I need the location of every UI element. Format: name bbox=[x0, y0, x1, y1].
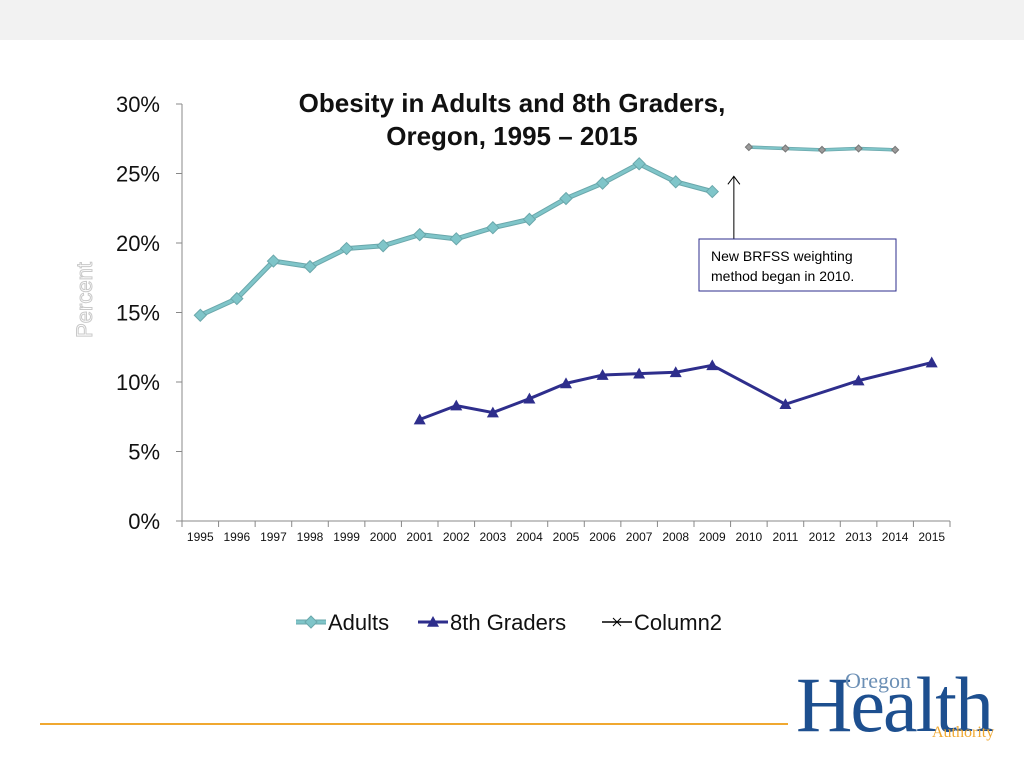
8th-graders-point bbox=[486, 406, 499, 418]
bottom-rule bbox=[40, 723, 788, 725]
chart-title-line2: Oregon, 1995 – 2015 bbox=[386, 121, 637, 151]
x-tick-label: 2000 bbox=[370, 530, 397, 544]
8th-graders-point bbox=[669, 366, 682, 378]
legend-label: Adults bbox=[328, 610, 389, 635]
top-band bbox=[0, 0, 1024, 40]
8th-graders-point bbox=[706, 359, 719, 371]
x-tick-label: 2010 bbox=[736, 530, 763, 544]
8th-graders-point bbox=[596, 369, 609, 380]
x-tick-label: 2004 bbox=[516, 530, 543, 544]
adults-point bbox=[595, 176, 610, 190]
adults-point bbox=[376, 239, 390, 253]
legend-item-adults: Adults bbox=[296, 610, 389, 635]
y-tick-label: 20% bbox=[116, 231, 160, 256]
x-tick-label: 2001 bbox=[406, 530, 433, 544]
annotation-arrowhead bbox=[727, 175, 741, 185]
adults-point bbox=[193, 308, 207, 322]
chart-title: Obesity in Adults and 8th Graders, Orego… bbox=[299, 88, 726, 151]
y-tick-label: 30% bbox=[116, 92, 160, 117]
adults-point bbox=[781, 144, 790, 153]
legend-item-8th-graders: 8th Graders bbox=[418, 610, 566, 635]
y-tick-label: 25% bbox=[116, 162, 160, 187]
x-tick-label: 1998 bbox=[297, 530, 324, 544]
x-tick-label: 2009 bbox=[699, 530, 726, 544]
logo-oregon-word: Oregon bbox=[845, 668, 911, 693]
x-tick-label: 2007 bbox=[626, 530, 653, 544]
y-axis-label: Percent bbox=[72, 262, 97, 338]
legend-item-column2: Column2 bbox=[602, 610, 722, 635]
adults-point bbox=[854, 144, 863, 153]
adults-point bbox=[817, 145, 827, 155]
x-tick-label: 1996 bbox=[224, 530, 251, 544]
adults-point bbox=[303, 259, 317, 274]
legend: Adults 8th Graders Column2 bbox=[296, 610, 722, 635]
y-tick-label: 0% bbox=[128, 509, 160, 534]
adults-point bbox=[632, 157, 646, 171]
8th-graders-point bbox=[779, 398, 792, 410]
8th-graders-point bbox=[633, 367, 646, 379]
adults-point bbox=[230, 291, 244, 306]
series-layer bbox=[193, 142, 938, 425]
adults-point bbox=[669, 175, 683, 189]
oregon-health-authority-logo: Health Oregon Authority bbox=[796, 661, 1006, 748]
annotation-text-line2: method began in 2010. bbox=[711, 268, 854, 284]
adults-point bbox=[890, 145, 900, 155]
8th-graders-point bbox=[413, 413, 426, 425]
adults-point bbox=[522, 212, 537, 227]
adults-point bbox=[266, 254, 281, 268]
annotation: New BRFSS weighting method began in 2010… bbox=[698, 175, 897, 292]
x-tick-label: 2012 bbox=[809, 530, 836, 544]
x-tick-label: 2013 bbox=[845, 530, 872, 544]
adults-point bbox=[339, 241, 354, 256]
y-tick-label: 15% bbox=[116, 301, 160, 326]
8th-graders-point bbox=[560, 377, 572, 389]
x-tick-label: 2014 bbox=[882, 530, 909, 544]
obesity-line-chart: Obesity in Adults and 8th Graders, Orego… bbox=[72, 88, 951, 635]
legend-label: 8th Graders bbox=[450, 610, 566, 635]
legend-swatch-marker bbox=[427, 616, 439, 627]
x-tick-label: 2003 bbox=[480, 530, 507, 544]
y-tick-label: 5% bbox=[128, 440, 160, 465]
8th-graders-point bbox=[852, 374, 865, 386]
x-tick-label: 2002 bbox=[443, 530, 470, 544]
adults-point bbox=[413, 227, 427, 242]
chart-title-line1: Obesity in Adults and 8th Graders, bbox=[299, 88, 726, 118]
series-8th-graders bbox=[413, 356, 938, 425]
x-tick-label: 2005 bbox=[553, 530, 580, 544]
legend-swatch-marker bbox=[304, 615, 318, 629]
legend-swatch-marker bbox=[612, 617, 622, 627]
adults-point bbox=[449, 232, 463, 246]
adults-point bbox=[744, 142, 754, 152]
8th-graders-point bbox=[925, 356, 938, 368]
y-tick-label: 10% bbox=[116, 370, 160, 395]
adults-point bbox=[559, 191, 573, 206]
logo-health-word: Health bbox=[796, 661, 994, 748]
8th-graders-line bbox=[419, 361, 933, 421]
adults-point bbox=[705, 184, 719, 199]
x-tick-label: 2015 bbox=[918, 530, 945, 544]
x-tick-label: 1999 bbox=[333, 530, 360, 544]
x-tick-label: 1995 bbox=[187, 530, 214, 544]
logo-authority-word: Authority bbox=[932, 724, 995, 741]
x-tick-label: 1997 bbox=[260, 530, 287, 544]
annotation-text-line1: New BRFSS weighting bbox=[711, 248, 853, 264]
axes: 0% 5% 10% 15% 20% 25% 30% 1995 1996 1997 1998 1999 2… bbox=[116, 92, 951, 544]
x-tick-label: 2006 bbox=[589, 530, 616, 544]
8th-graders-point bbox=[450, 399, 463, 411]
adults-point bbox=[486, 221, 500, 235]
legend-label: Column2 bbox=[634, 610, 722, 635]
series-adults bbox=[193, 142, 900, 322]
x-tick-label: 2008 bbox=[662, 530, 689, 544]
x-tick-label: 2011 bbox=[773, 530, 799, 544]
annotation-box bbox=[698, 238, 897, 292]
8th-graders-point bbox=[523, 392, 536, 404]
